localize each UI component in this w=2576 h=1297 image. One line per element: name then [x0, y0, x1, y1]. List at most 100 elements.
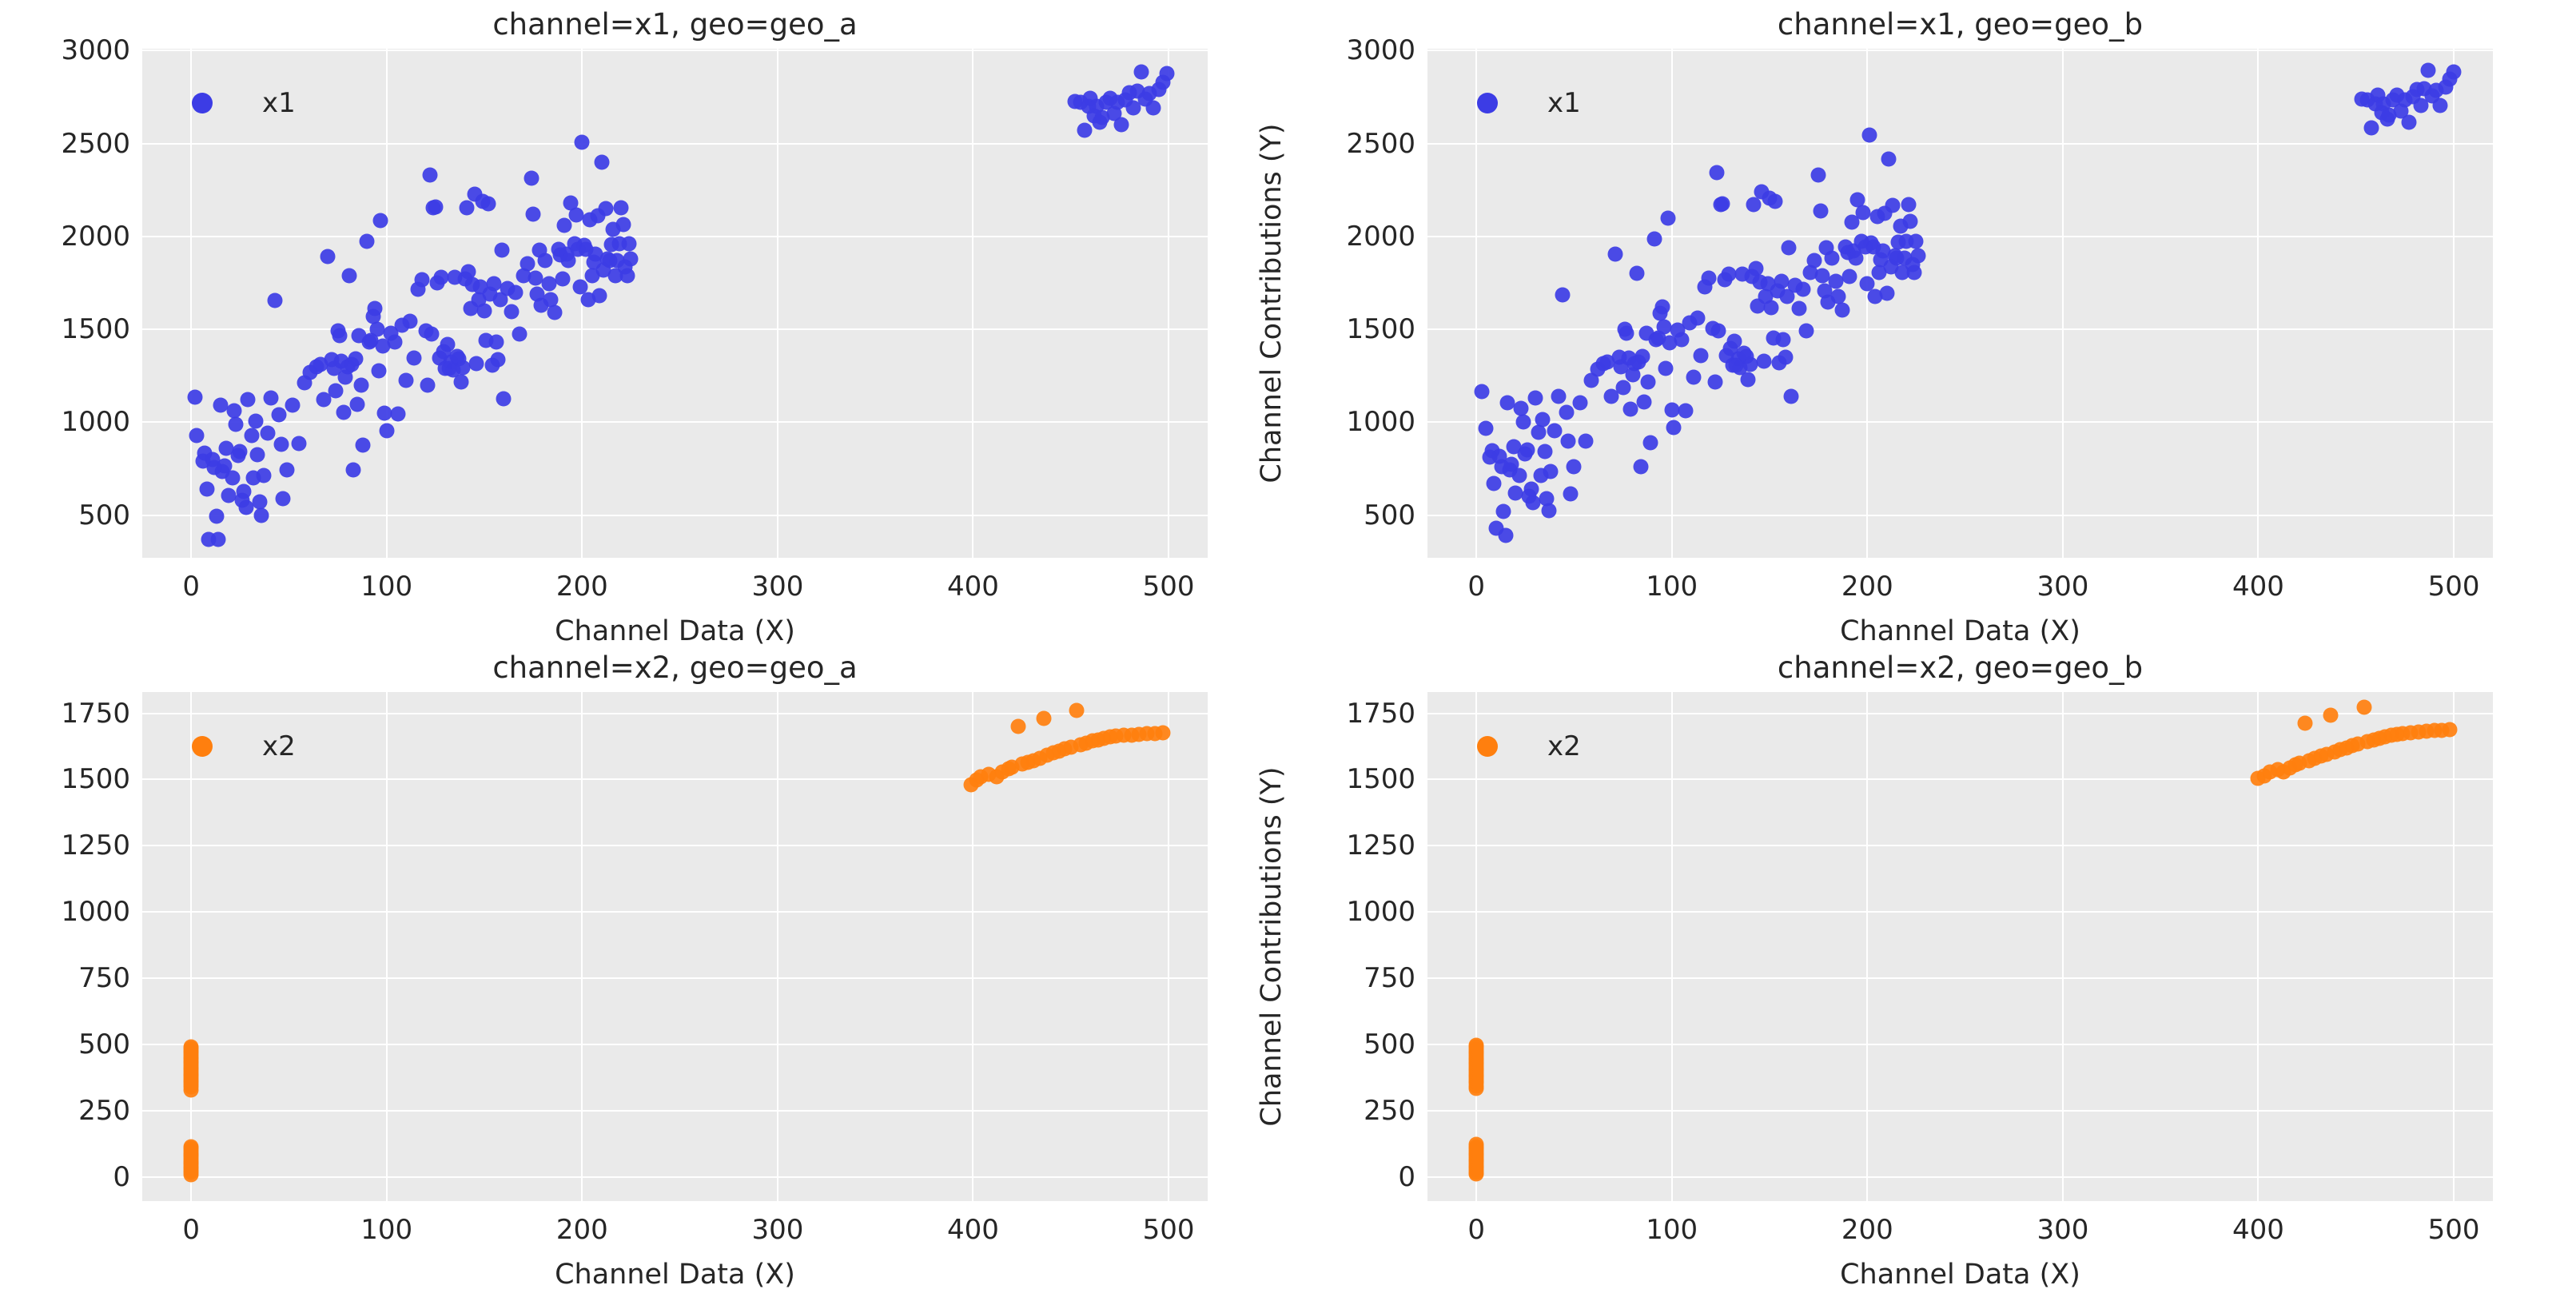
data-point — [183, 1068, 199, 1084]
data-point — [1636, 394, 1652, 410]
data-point — [449, 348, 465, 364]
data-point — [1650, 330, 1666, 345]
y-axis-tick-label: 3000 — [1346, 34, 1415, 67]
y-axis-tick-label: 1250 — [1346, 830, 1415, 862]
data-point — [2363, 120, 2379, 136]
x-axis-tick-label: 500 — [2427, 1214, 2480, 1246]
x-axis-tick-label: 100 — [360, 1214, 413, 1246]
data-point — [1039, 747, 1055, 763]
data-point — [1507, 485, 1523, 501]
gridline-horizontal — [1427, 778, 2493, 781]
data-point — [2383, 727, 2399, 743]
y-axis-tick-label: 3000 — [61, 34, 130, 67]
data-point — [1539, 491, 1555, 507]
data-point — [183, 1040, 199, 1056]
data-point — [1063, 739, 1079, 755]
legend[interactable]: x1 — [192, 87, 296, 119]
data-point — [1607, 246, 1623, 262]
y-axis-tick-label: 250 — [1364, 1095, 1415, 1128]
data-point — [457, 271, 473, 287]
data-point — [1798, 323, 1814, 339]
data-point — [183, 1153, 199, 1169]
legend[interactable]: x2 — [1477, 730, 1581, 762]
data-point — [1155, 725, 1171, 741]
data-point — [1875, 243, 1891, 259]
data-point — [1615, 380, 1631, 396]
data-point — [1707, 374, 1723, 390]
data-point — [252, 494, 268, 510]
legend-marker-icon — [192, 736, 213, 757]
data-point — [1629, 265, 1645, 281]
data-point — [2313, 748, 2329, 764]
data-point — [615, 217, 631, 233]
data-point — [253, 507, 269, 523]
data-point — [183, 1076, 199, 1092]
x-axis-tick-label: 300 — [2037, 1214, 2089, 1246]
data-point — [528, 270, 543, 286]
data-point — [560, 253, 576, 269]
data-point — [1783, 388, 1799, 404]
gridline-horizontal — [142, 778, 1208, 781]
data-point — [297, 375, 313, 391]
data-point — [1020, 754, 1036, 770]
data-point — [1560, 433, 1576, 449]
data-point — [275, 491, 291, 507]
data-point — [1004, 759, 1020, 775]
data-point — [183, 1055, 199, 1071]
data-point — [422, 167, 438, 183]
plot-area — [1427, 692, 2493, 1201]
data-point — [1533, 467, 1549, 483]
data-point — [578, 241, 594, 257]
data-point — [1697, 279, 1713, 295]
data-point — [1468, 1166, 1484, 1182]
data-point — [387, 334, 403, 350]
data-point — [1511, 467, 1527, 483]
legend[interactable]: x1 — [1477, 87, 1581, 119]
y-axis-tick-label: 500 — [1364, 499, 1415, 531]
x-axis-label: Channel Data (X) — [555, 1259, 795, 1291]
x-axis-tick-label: 400 — [2232, 1214, 2284, 1246]
legend[interactable]: x2 — [192, 730, 296, 762]
gridline-horizontal — [1427, 514, 2493, 516]
data-point — [183, 1061, 199, 1077]
data-point — [1468, 1056, 1484, 1072]
legend-label: x2 — [262, 730, 296, 762]
gridline-horizontal — [1427, 911, 2493, 913]
data-point — [1824, 250, 1840, 266]
data-point — [576, 237, 592, 253]
data-point — [2327, 744, 2343, 760]
data-point — [1670, 322, 1686, 338]
data-point — [2397, 92, 2413, 108]
gridline-horizontal — [142, 514, 1208, 516]
data-point — [1133, 64, 1149, 80]
data-point — [2385, 92, 2401, 108]
data-point — [1877, 205, 1893, 221]
data-point — [183, 1070, 199, 1086]
data-point — [2366, 732, 2382, 748]
subplot-title: channel=x1, geo=geo_b — [1777, 7, 2144, 42]
data-point — [963, 777, 979, 793]
data-point — [2381, 107, 2397, 123]
data-point — [1714, 196, 1730, 212]
legend-label: x2 — [1547, 730, 1581, 762]
data-point — [183, 1147, 199, 1163]
data-point — [2307, 750, 2323, 766]
data-point — [1155, 74, 1171, 90]
data-point — [2319, 746, 2335, 762]
data-point — [183, 1164, 199, 1180]
gridline-vertical — [2061, 692, 2064, 1201]
data-point — [330, 323, 346, 339]
data-point — [1468, 1075, 1484, 1091]
data-point — [563, 195, 579, 211]
data-point — [1626, 356, 1642, 372]
data-point — [611, 236, 627, 252]
data-point — [1468, 1068, 1484, 1084]
data-point — [1468, 1039, 1484, 1055]
data-point — [1537, 444, 1553, 460]
data-point — [1486, 475, 1502, 491]
gridline-vertical — [2061, 49, 2064, 558]
data-point — [1633, 459, 1649, 475]
data-point — [429, 275, 445, 291]
data-point — [1090, 732, 1106, 748]
